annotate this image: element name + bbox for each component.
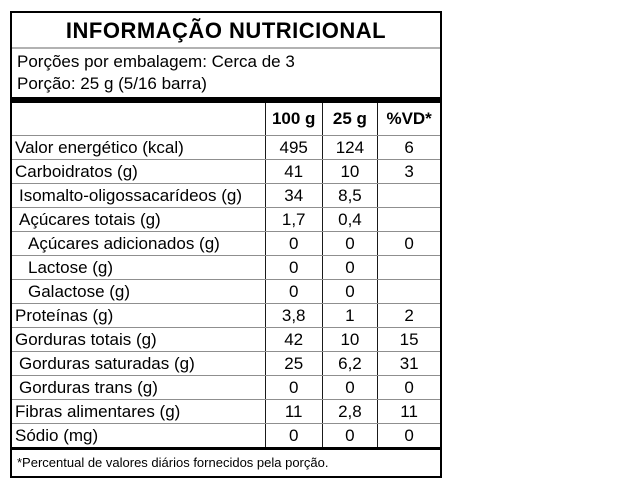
- nutrient-name: Sódio (mg): [15, 426, 99, 445]
- nutrient-row-isomalto: Isomalto-oligossacarídeos (g) 34 8,5: [12, 184, 440, 208]
- footnote-divider: [12, 447, 440, 450]
- value-100g: 0: [264, 424, 322, 447]
- value-100g: 11: [264, 400, 322, 423]
- value-vd: 2: [377, 304, 440, 327]
- value-100g: 41: [264, 160, 322, 183]
- value-25g: 0: [321, 376, 378, 399]
- value-100g: 25: [264, 352, 322, 375]
- value-100g: 0: [264, 232, 322, 255]
- nutrient-row-total-fat: Gorduras totais (g) 42 10 15: [12, 328, 440, 352]
- nutrient-name: Gorduras trans (g): [19, 378, 158, 397]
- nutrient-name: Valor energético (kcal): [15, 138, 184, 157]
- nutrient-name: Galactose (g): [28, 282, 131, 301]
- value-25g: 10: [321, 328, 378, 351]
- portion-size: Porção: 25 g (5/16 barra): [17, 74, 207, 93]
- nutrient-name: Proteínas (g): [15, 306, 114, 325]
- nutrient-row-total-sugars: Açúcares totais (g) 1,7 0,4: [12, 208, 440, 232]
- value-25g: 6,2: [321, 352, 378, 375]
- value-vd: 0: [377, 232, 440, 255]
- value-100g: 1,7: [264, 208, 322, 231]
- value-vd: 6: [377, 136, 440, 159]
- nutrient-name: Lactose (g): [28, 258, 114, 277]
- value-vd: [377, 280, 440, 303]
- nutrient-row-trans-fat: Gorduras trans (g) 0 0 0: [12, 376, 440, 400]
- value-25g: 0: [321, 280, 378, 303]
- value-25g: 10: [321, 160, 378, 183]
- nutrient-row-added-sugars: Açúcares adicionados (g) 0 0 0: [12, 232, 440, 256]
- nutrient-row-galactose: Galactose (g) 0 0: [12, 280, 440, 304]
- nutrient-row-energy: Valor energético (kcal) 495 124 6: [12, 136, 440, 160]
- nutrition-label: INFORMAÇÃO NUTRICIONAL Porções por embal…: [10, 11, 442, 478]
- nutrient-row-saturated-fat: Gorduras saturadas (g) 25 6,2 31: [12, 352, 440, 376]
- value-100g: 0: [264, 280, 322, 303]
- value-vd: [377, 256, 440, 279]
- servings-per-package: Porções por embalagem: Cerca de 3: [17, 52, 295, 71]
- value-25g: 8,5: [321, 184, 378, 207]
- nutrient-row-fiber: Fibras alimentares (g) 11 2,8 11: [12, 400, 440, 424]
- column-header-empty: [12, 103, 265, 135]
- value-vd: 0: [377, 376, 440, 399]
- column-header-100g: 100 g: [264, 103, 322, 135]
- nutrient-name: Gorduras saturadas (g): [19, 354, 195, 373]
- value-100g: 0: [264, 256, 322, 279]
- value-100g: 3,8: [264, 304, 322, 327]
- value-25g: 124: [321, 136, 378, 159]
- value-vd: [377, 184, 440, 207]
- value-100g: 495: [264, 136, 322, 159]
- value-25g: 1: [321, 304, 378, 327]
- value-100g: 42: [264, 328, 322, 351]
- thick-separator-bar: [12, 97, 440, 103]
- nutrient-name: Açúcares totais (g): [19, 210, 161, 229]
- column-header-25g: 25 g: [321, 103, 378, 135]
- nutrient-row-lactose: Lactose (g) 0 0: [12, 256, 440, 280]
- nutrient-name: Fibras alimentares (g): [15, 402, 181, 421]
- value-25g: 0: [321, 424, 378, 447]
- value-25g: 0: [321, 256, 378, 279]
- value-vd: 31: [377, 352, 440, 375]
- column-header-vd: %VD*: [377, 103, 440, 135]
- table-header-row: 100 g 25 g %VD*: [12, 103, 440, 136]
- serving-info: Porções por embalagem: Cerca de 3 Porção…: [12, 49, 440, 97]
- nutrient-name: Gorduras totais (g): [15, 330, 157, 349]
- value-vd: 11: [377, 400, 440, 423]
- nutrient-row-sodium: Sódio (mg) 0 0 0: [12, 424, 440, 447]
- nutrition-table: 100 g 25 g %VD* Valor energético (kcal) …: [12, 103, 440, 447]
- value-100g: 0: [264, 376, 322, 399]
- value-vd: 3: [377, 160, 440, 183]
- nutrient-row-carbs: Carboidratos (g) 41 10 3: [12, 160, 440, 184]
- value-vd: 15: [377, 328, 440, 351]
- value-25g: 0,4: [321, 208, 378, 231]
- nutrient-name: Carboidratos (g): [15, 162, 138, 181]
- label-title: INFORMAÇÃO NUTRICIONAL: [12, 13, 440, 49]
- value-25g: 2,8: [321, 400, 378, 423]
- nutrient-row-protein: Proteínas (g) 3,8 1 2: [12, 304, 440, 328]
- value-100g: 34: [264, 184, 322, 207]
- nutrient-name: Açúcares adicionados (g): [28, 234, 220, 253]
- value-vd: 0: [377, 424, 440, 447]
- value-vd: [377, 208, 440, 231]
- nutrient-name: Isomalto-oligossacarídeos (g): [19, 186, 242, 205]
- value-25g: 0: [321, 232, 378, 255]
- footnote: *Percentual de valores diários fornecido…: [17, 455, 329, 470]
